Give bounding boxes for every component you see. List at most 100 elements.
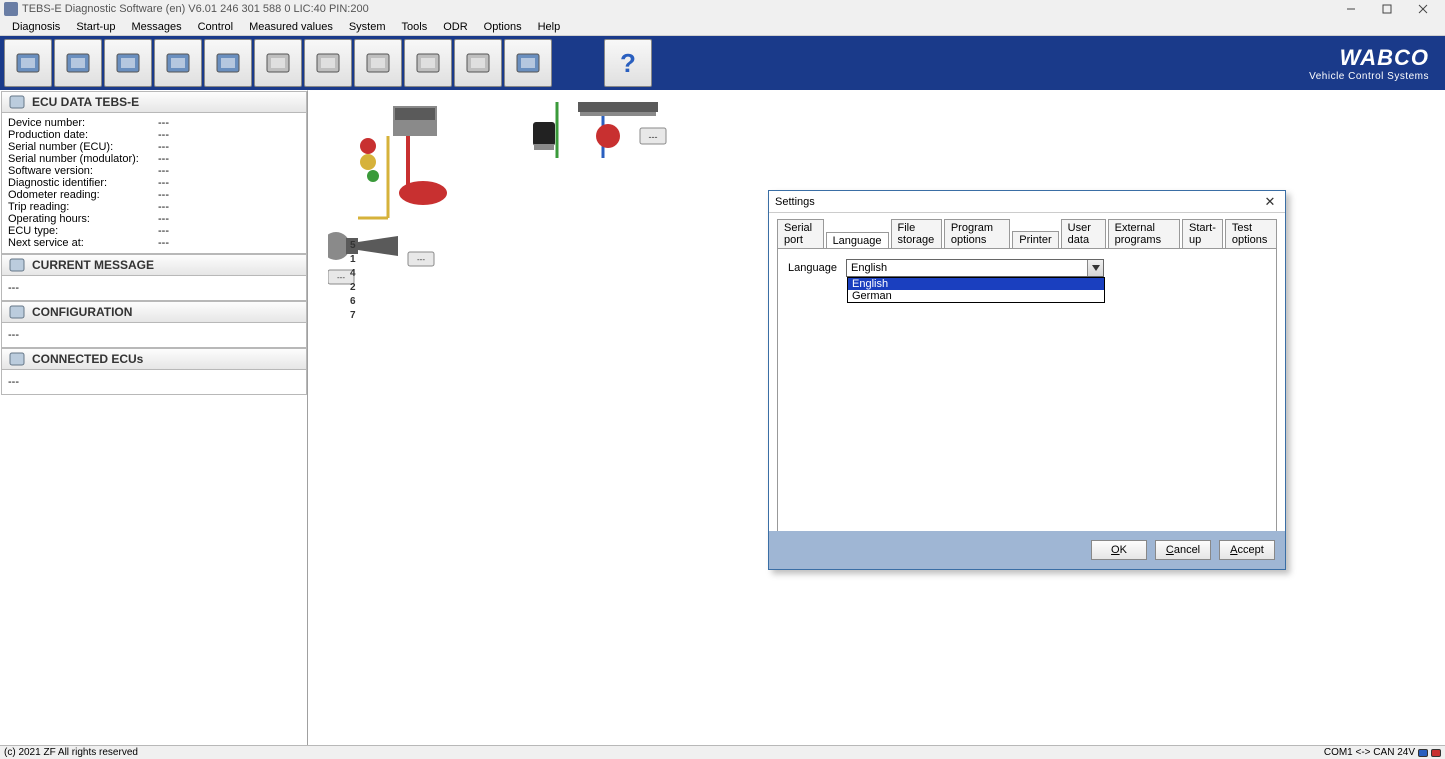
field-label: Device number: [8,117,158,129]
field-label: ECU type: [8,225,158,237]
panel-header-current-message[interactable]: CURRENT MESSAGE [1,254,307,276]
field-label: Serial number (ECU): [8,141,158,153]
language-dropdown: EnglishGerman [847,277,1105,303]
panel-body-ecu-data: Device number:---Production date:---Seri… [1,113,307,254]
field-label: Serial number (modulator): [8,153,158,165]
dialog-titlebar: Settings ✕ [769,191,1285,213]
menu-tools[interactable]: Tools [394,21,436,33]
ecu-chip-button[interactable] [504,39,552,87]
svg-text:1: 1 [350,254,356,265]
field-value: --- [158,201,300,213]
panel-body-current-message: --- [1,276,307,301]
app-icon [4,2,18,16]
field-value: --- [158,153,300,165]
language-combobox[interactable]: English EnglishGerman [846,259,1104,277]
search-button[interactable] [254,39,302,87]
module-button[interactable] [104,39,152,87]
brand-logo: WABCO [1309,45,1429,71]
maximize-button[interactable] [1369,0,1405,18]
menu-messages[interactable]: Messages [123,21,189,33]
svg-text:2: 2 [350,282,356,293]
status-led-2 [1431,749,1441,757]
language-option-german[interactable]: German [848,290,1104,302]
chevron-down-icon[interactable] [1087,260,1103,276]
panel-header-ecu-data[interactable]: ECU DATA TEBS-E [1,91,307,113]
chip-icon [8,94,26,110]
field-label: Diagnostic identifier: [8,177,158,189]
level-button[interactable] [454,39,502,87]
tab-program-options[interactable]: Program options [944,219,1010,248]
dialog-tabs: Serial portLanguageFile storageProgram o… [769,213,1285,248]
tab-serial-port[interactable]: Serial port [777,219,824,248]
system-diagram: --- --- --- [328,98,688,328]
calibration-button[interactable] [204,39,252,87]
svg-text:?: ? [620,48,636,78]
language-option-english[interactable]: English [848,278,1104,290]
gear-icon [8,304,26,320]
field-value: --- [158,129,300,141]
magnifier-icon [8,257,26,273]
dialog-title: Settings [775,196,815,208]
svg-text:5: 5 [350,240,356,251]
panel-body-connected-ecus: --- [1,370,307,395]
field-label: Odometer reading: [8,189,158,201]
trailer-button[interactable] [154,39,202,87]
window-title: TEBS-E Diagnostic Software (en) V6.01 24… [22,3,369,15]
settings-dialog: Settings ✕ Serial portLanguageFile stora… [768,190,1286,570]
copyright-text: (c) 2021 ZF All rights reserved [4,747,138,758]
cancel-button[interactable]: Cancel [1155,540,1211,560]
panel-value: --- [8,327,300,343]
cd-button[interactable] [304,39,352,87]
field-value: --- [158,213,300,225]
link-icon [8,351,26,367]
menu-diagnosis[interactable]: Diagnosis [4,21,68,33]
panel-header-configuration[interactable]: CONFIGURATION [1,301,307,323]
menu-measured-values[interactable]: Measured values [241,21,341,33]
field-label: Production date: [8,129,158,141]
language-value: English [851,262,887,274]
ok-button[interactable]: OK [1091,540,1147,560]
menu-help[interactable]: Help [530,21,569,33]
tab-external-programs[interactable]: External programs [1108,219,1180,248]
field-value: --- [158,141,300,153]
target-button[interactable] [354,39,402,87]
menu-options[interactable]: Options [476,21,530,33]
print-button[interactable] [54,39,102,87]
menu-system[interactable]: System [341,21,394,33]
field-label: Operating hours: [8,213,158,225]
download-button[interactable] [404,39,452,87]
tab-language[interactable]: Language [826,232,889,249]
language-label: Language [788,262,846,274]
menu-start-up[interactable]: Start-up [68,21,123,33]
field-value: --- [158,237,300,249]
connect-ecu-button[interactable] [4,39,52,87]
menubar: DiagnosisStart-upMessagesControlMeasured… [0,18,1445,36]
diagram-canvas: --- --- --- [308,90,1445,745]
field-label: Next service at: [8,237,158,249]
panel-value: --- [8,374,300,390]
sidebar: ECU DATA TEBS-EDevice number:---Producti… [0,90,308,745]
statusbar: (c) 2021 ZF All rights reserved COM1 <->… [0,745,1445,759]
accept-button[interactable]: Accept [1219,540,1275,560]
close-button[interactable] [1405,0,1441,18]
help-button[interactable]: ? [604,39,652,87]
menu-control[interactable]: Control [190,21,241,33]
panel-header-connected-ecus[interactable]: CONNECTED ECUs [1,348,307,370]
svg-text:4: 4 [350,268,356,279]
panel-body-configuration: --- [1,323,307,348]
tab-test-options[interactable]: Test options [1225,219,1277,248]
brand-block: WABCO Vehicle Control Systems [1309,45,1441,82]
dialog-footer: OK Cancel Accept [769,531,1285,569]
tab-start-up[interactable]: Start-up [1182,219,1223,248]
tab-user-data[interactable]: User data [1061,219,1106,248]
menu-odr[interactable]: ODR [435,21,475,33]
field-value: --- [158,189,300,201]
field-value: --- [158,117,300,129]
minimize-button[interactable] [1333,0,1369,18]
connection-status: COM1 <-> CAN 24V [1324,747,1415,758]
tab-file-storage[interactable]: File storage [891,219,942,248]
svg-text:---: --- [417,255,425,264]
tab-printer[interactable]: Printer [1012,231,1058,248]
dialog-close-button[interactable]: ✕ [1261,193,1279,211]
blank [554,39,602,87]
